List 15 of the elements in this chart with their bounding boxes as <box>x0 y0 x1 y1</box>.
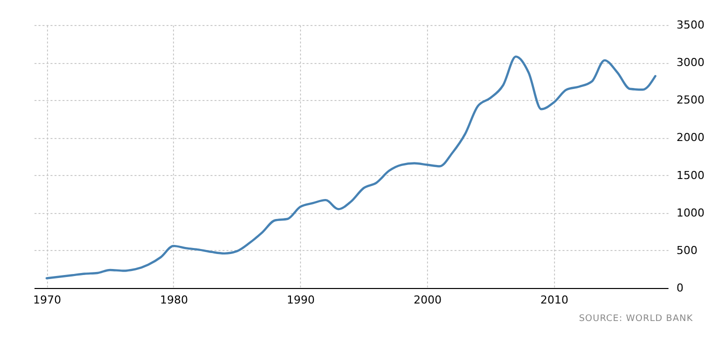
x-tick-label: 1970 <box>33 294 62 306</box>
line-series <box>46 55 656 280</box>
y-tick-label: 1500 <box>676 168 704 182</box>
y-tick-label: 2000 <box>676 131 704 144</box>
x-tick-label: 2010 <box>540 294 568 306</box>
y-tick-label: 500 <box>676 244 698 257</box>
x-tick-label: 1980 <box>160 294 188 306</box>
x-tick-label: 2000 <box>414 294 442 306</box>
y-tick-label: 0 <box>676 282 684 294</box>
y-tick-label: 2500 <box>676 94 704 107</box>
y-tick-label: 3000 <box>676 56 704 70</box>
x-tick-label: 1990 <box>286 294 315 306</box>
y-tick-label: 3500 <box>676 18 704 32</box>
y-tick-label: 1000 <box>676 206 704 220</box>
source-note: SOURCE: WORLD BANK <box>578 314 693 324</box>
